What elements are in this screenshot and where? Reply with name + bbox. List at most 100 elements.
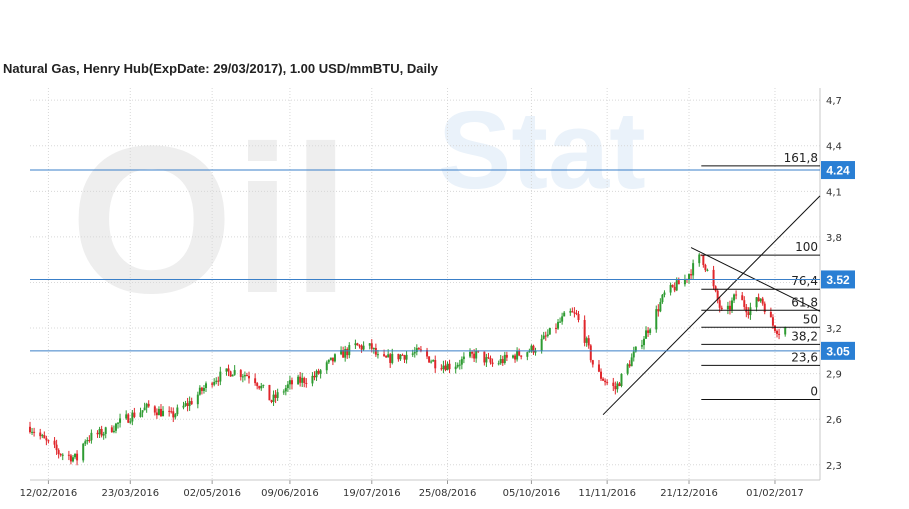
candle-body xyxy=(645,330,648,339)
candle-body xyxy=(356,343,359,346)
candle-body xyxy=(403,355,406,360)
candle-body xyxy=(245,375,248,377)
candle-body xyxy=(372,347,375,349)
candle-body xyxy=(642,338,645,346)
price-level-badge-label: 3.05 xyxy=(826,344,850,358)
candle-body xyxy=(69,455,72,462)
x-tick-label: 12/02/2016 xyxy=(20,488,78,499)
candle-body xyxy=(299,376,302,383)
candle-body xyxy=(692,263,695,276)
candle-body xyxy=(505,354,508,358)
axes: 2,32,62,93,23,53,84,14,44,712/02/201623/… xyxy=(20,88,842,499)
candle-body xyxy=(329,357,332,360)
candle-body xyxy=(254,378,257,384)
candle-body xyxy=(563,312,566,317)
candle-body xyxy=(688,274,691,280)
candle-body xyxy=(43,435,46,439)
candle-body xyxy=(188,401,191,407)
candle-body xyxy=(491,362,494,365)
candle-body xyxy=(614,386,617,390)
candle-body xyxy=(362,345,365,350)
candle-body xyxy=(663,292,666,295)
candle-body xyxy=(640,345,643,347)
candle-body xyxy=(448,363,451,370)
fib-level-label: 161,8 xyxy=(784,151,818,165)
candle-body xyxy=(606,382,609,384)
candle-body xyxy=(733,294,736,301)
candle-body xyxy=(90,432,93,441)
x-tick-label: 09/06/2016 xyxy=(261,488,319,499)
candle-body xyxy=(597,364,600,372)
candle-body xyxy=(554,327,557,329)
candle-body xyxy=(587,338,590,346)
candle-body xyxy=(45,438,48,441)
candle-body xyxy=(260,385,263,389)
y-tick-label: 4,1 xyxy=(826,187,842,198)
candle-body xyxy=(575,312,578,314)
candle-body xyxy=(241,376,244,378)
candle-body xyxy=(434,360,437,369)
candle-body xyxy=(172,411,175,418)
candle-body xyxy=(440,368,443,370)
candle-body xyxy=(74,453,77,458)
candle-body xyxy=(612,382,615,387)
y-tick-label: 3,2 xyxy=(826,324,842,335)
candle-body xyxy=(501,359,504,363)
candle-body xyxy=(229,371,232,377)
candle-body xyxy=(503,354,506,363)
candle-body xyxy=(728,305,731,310)
gridlines xyxy=(30,88,820,480)
candle-body xyxy=(415,348,418,353)
candle-body xyxy=(757,297,760,302)
candle-body xyxy=(319,370,322,374)
candle-body xyxy=(186,403,189,407)
candle-body xyxy=(88,439,91,441)
candle-body xyxy=(33,431,36,433)
candle-body xyxy=(532,345,535,353)
candle-body xyxy=(677,280,680,285)
candle-body xyxy=(706,269,709,271)
candle-body xyxy=(211,383,214,385)
candle-body xyxy=(239,370,242,377)
candle-body xyxy=(540,338,543,352)
candle-body xyxy=(417,348,420,350)
candle-body xyxy=(718,300,721,308)
candle-body xyxy=(147,403,150,407)
candle-body xyxy=(311,375,314,384)
candle-body xyxy=(577,313,580,320)
y-tick-label: 2,6 xyxy=(826,415,842,426)
candle-body xyxy=(274,394,277,398)
x-tick-label: 21/12/2016 xyxy=(660,488,718,499)
candle-body xyxy=(761,298,764,304)
candle-body xyxy=(368,343,371,346)
fib-level-label: 100 xyxy=(795,240,818,254)
x-tick-label: 25/08/2016 xyxy=(419,488,477,499)
candle-body xyxy=(141,410,144,413)
x-tick-label: 02/05/2016 xyxy=(183,488,241,499)
candle-body xyxy=(184,403,187,406)
candle-body xyxy=(776,330,779,334)
trendline-support[interactable] xyxy=(602,195,821,416)
candle-body xyxy=(231,374,234,377)
candle-body xyxy=(215,380,218,382)
candle-body xyxy=(649,329,652,333)
candle-body xyxy=(720,307,723,310)
candle-body xyxy=(41,435,44,437)
candle-body xyxy=(483,351,486,363)
candle-body xyxy=(301,377,304,383)
candle-body xyxy=(747,312,750,316)
candle-body xyxy=(139,412,142,417)
candle-body xyxy=(354,343,357,346)
candle-body xyxy=(59,454,62,456)
candle-body xyxy=(544,335,547,337)
candle-body xyxy=(360,345,363,350)
candle-body xyxy=(690,274,693,276)
candle-body xyxy=(131,412,134,422)
candle-body xyxy=(305,382,308,384)
candle-body xyxy=(632,351,635,358)
candle-body xyxy=(162,410,165,417)
candle-body xyxy=(460,359,463,365)
candle-body xyxy=(659,302,662,312)
candle-body xyxy=(243,375,246,377)
